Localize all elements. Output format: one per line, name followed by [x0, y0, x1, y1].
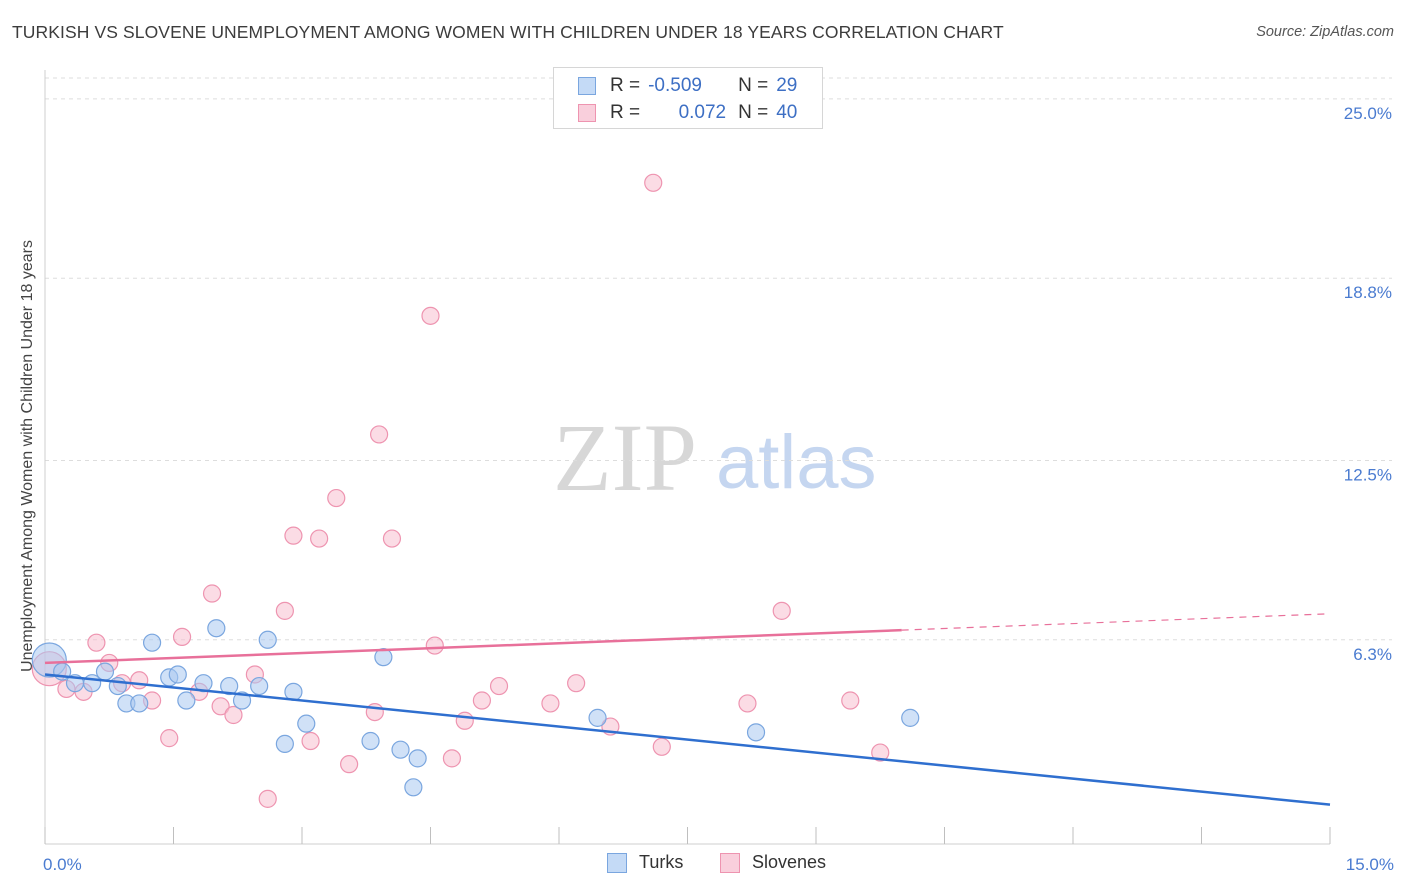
turks-trend-line	[44, 673, 1331, 806]
turks-point	[258, 630, 277, 649]
slovenes-point	[87, 633, 106, 652]
turks-point	[275, 734, 294, 754]
slovenes-point	[871, 743, 890, 762]
legend-item-turks: Turks	[607, 852, 683, 873]
turks-r-value: -0.509	[648, 75, 702, 96]
slovenes-point	[370, 425, 389, 444]
legend-row-slovenes: R = 0.072 N = 40	[578, 100, 797, 126]
y-tick-label: 6.3%	[1353, 645, 1392, 664]
data-points	[31, 173, 920, 808]
slovenes-point	[644, 173, 663, 192]
slovenes-point	[425, 636, 444, 655]
tick-labels: 6.3% 12.5% 18.8% 25.0% 0.0% 15.0%	[43, 104, 1394, 874]
watermark-zip: ZIP	[553, 404, 697, 511]
turks-point	[297, 714, 316, 733]
slovenes-point	[327, 488, 346, 508]
turks-point	[374, 648, 393, 667]
slovenes-point	[310, 529, 329, 548]
slovenes-point	[489, 676, 509, 696]
chart-title: TURKISH VS SLOVENE UNEMPLOYMENT AMONG WO…	[12, 22, 1004, 42]
turks-r-label: R =	[610, 75, 641, 96]
slovenes-point	[160, 729, 179, 748]
slovenes-point	[284, 526, 303, 545]
turks-point	[391, 740, 410, 759]
slovenes-point	[211, 697, 230, 716]
turks-point	[746, 723, 766, 742]
trend-lines	[44, 613, 1331, 806]
slovenes-point	[652, 737, 671, 756]
legend-slovenes-swatch	[720, 852, 740, 873]
legend-turks-swatch	[607, 852, 627, 873]
slovenes-point	[567, 674, 586, 693]
watermark-atlas: atlas	[716, 420, 877, 505]
y-tick-label: 12.5%	[1344, 465, 1392, 484]
slovenes-swatch	[578, 104, 596, 122]
slovenes-trend-line	[44, 628, 902, 665]
turks-point	[284, 682, 303, 701]
turks-point	[408, 749, 427, 768]
x-tick-label: 0.0%	[43, 855, 82, 874]
turks-n-value: 29	[776, 75, 798, 96]
turks-point	[177, 691, 196, 710]
legend-slovenes-label: Slovenes	[752, 852, 827, 872]
slovenes-point	[382, 529, 402, 548]
slovenes-n-value: 40	[776, 102, 798, 123]
slovenes-point	[455, 711, 474, 730]
slovenes-point	[841, 691, 860, 710]
legend-row-turks: R = -0.509 N = 29	[578, 73, 797, 99]
slovenes-point	[738, 694, 757, 713]
y-tick-label: 25.0%	[1344, 104, 1392, 123]
slovenes-point	[172, 627, 192, 646]
turks-n-label: N =	[738, 75, 769, 96]
turks-point	[404, 778, 423, 797]
slovenes-r-value: 0.072	[678, 102, 727, 123]
slovenes-point	[224, 705, 243, 725]
turks-point	[168, 665, 187, 684]
stats-legend: R = -0.509 N = 29 R = 0.072 N = 40	[553, 67, 823, 129]
series-legend: Turks Slovenes	[0, 852, 1406, 878]
grid-lines	[45, 77, 1392, 641]
turks-point	[95, 662, 115, 681]
axes	[44, 70, 1331, 845]
slovenes-point	[301, 731, 320, 751]
slovenes-point	[340, 755, 359, 774]
slovenes-r-label: R =	[610, 102, 641, 123]
turks-point	[250, 676, 269, 696]
chart-source: Source: ZipAtlas.com	[1256, 24, 1394, 40]
slovenes-point	[442, 749, 462, 768]
turks-point	[232, 691, 252, 710]
slovenes-point	[472, 691, 491, 710]
x-tick-label: 15.0%	[1346, 855, 1394, 874]
turks-swatch	[578, 77, 596, 95]
slovenes-trend-extension	[901, 613, 1331, 631]
slovenes-n-label: N =	[738, 102, 769, 123]
slovenes-point	[202, 584, 222, 603]
turks-point	[588, 708, 607, 727]
y-tick-label: 18.8%	[1344, 283, 1392, 302]
turks-point	[901, 708, 920, 727]
watermark: ZIP atlas	[553, 404, 877, 511]
turks-point	[130, 694, 149, 713]
turks-point	[207, 619, 226, 638]
slovenes-point	[130, 671, 149, 690]
legend-turks-label: Turks	[639, 852, 684, 872]
slovenes-point	[258, 789, 277, 808]
turks-point	[361, 731, 380, 751]
slovenes-point	[541, 694, 560, 713]
slovenes-point	[275, 601, 294, 620]
turks-point	[220, 676, 239, 696]
turks-point	[142, 633, 162, 652]
legend-item-slovenes: Slovenes	[720, 852, 826, 873]
slovenes-point	[772, 601, 791, 620]
slovenes-point	[421, 306, 440, 325]
